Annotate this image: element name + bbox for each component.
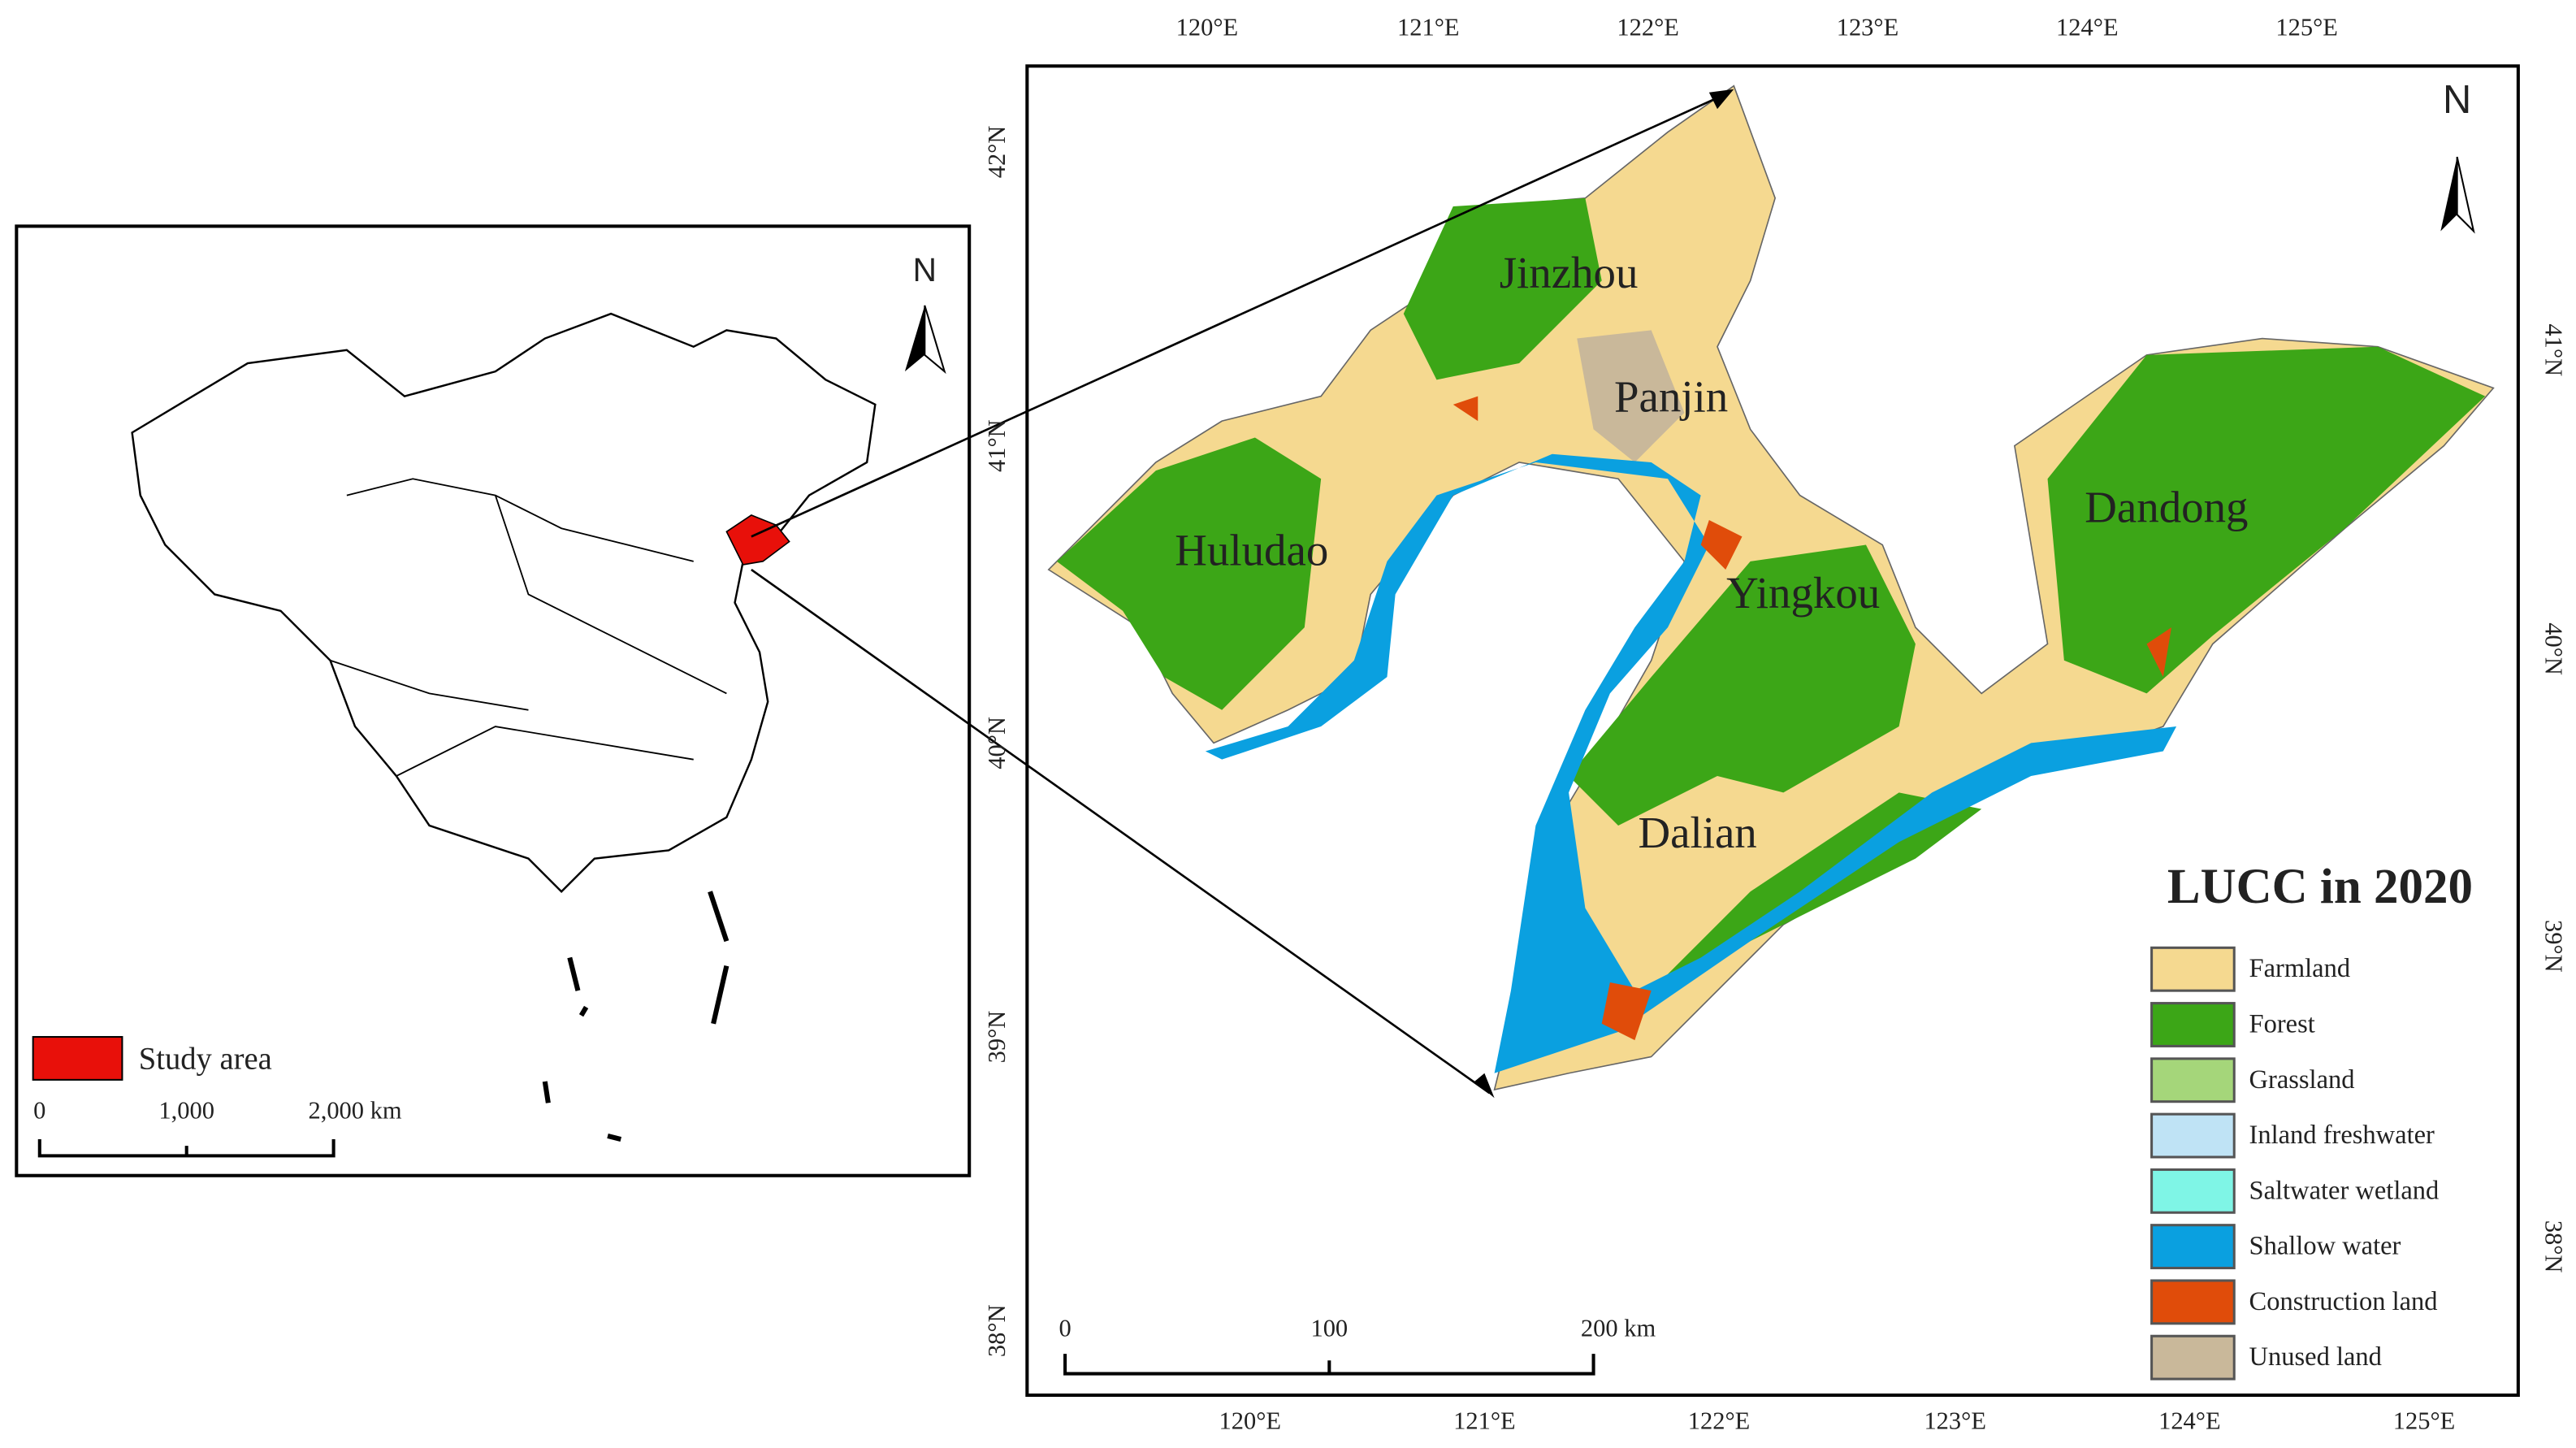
legend-label: Shallow water [2249,1232,2401,1261]
study-area-swatch [32,1036,123,1081]
longitude-label: 122°E [1617,14,1679,41]
city-label: Yingkou [1726,568,1880,618]
forest [1056,197,2486,991]
legend-label: Construction land [2249,1287,2438,1316]
scale-label: 200 km [1581,1315,1656,1342]
longitude-label: 125°E [2275,14,2338,41]
legend-swatch [2150,946,2236,992]
latitude-label: 39°N [983,1011,1011,1064]
longitude-label: 122°E [1688,1407,1751,1435]
main-scale-bar [1063,1354,1595,1376]
province-borders [330,478,727,777]
scale-label: 100 [1310,1315,1348,1342]
main-frame [1025,64,2520,1398]
city-label: Jinzhou [1500,248,1639,297]
legend-label: Unused land [2249,1342,2382,1372]
longitude-label: 125°E [2393,1407,2456,1435]
latitude-label: 42°N [983,126,1011,179]
latitude-label: 38°N [2540,1220,2568,1273]
city-label: Dalian [1638,808,1756,857]
longitude-label: 121°E [1397,14,1460,41]
legend-swatch [2150,1112,2236,1159]
city-label: Panjin [1614,371,1728,421]
unused-land [1577,330,1685,462]
legend-swatch [2150,1224,2236,1270]
legend-swatch [2150,1057,2236,1103]
longitude-label: 120°E [1219,1407,1281,1435]
scale-label: 1,000 [158,1097,214,1125]
legend-label: Inland freshwater [2249,1121,2435,1150]
china-outline [131,312,877,893]
inset-scale-bar [37,1139,336,1158]
legend-label: Grassland [2249,1065,2355,1095]
north-label: N [2443,78,2471,122]
longitude-label: 124°E [2056,14,2119,41]
main-north-arrow [2440,157,2457,232]
legend-swatch [2150,1279,2236,1325]
scale-label: 0 [1059,1315,1071,1342]
islands [542,891,730,1142]
legend-swatch [2150,1168,2236,1214]
legend-label: Forest [2249,1010,2315,1039]
inset-north-arrow [904,305,925,372]
main-north-arrow-half [2456,156,2475,234]
scale-label: 2,000 km [308,1097,401,1125]
latitude-label: 40°N [2540,622,2568,675]
legend-swatch [2150,1002,2236,1047]
scale-label: 0 [33,1097,45,1125]
latitude-label: 41°N [983,419,1011,472]
north-label: N [913,251,937,288]
city-label: Huludao [1175,525,1328,574]
longitude-label: 123°E [1837,14,1899,41]
zoom-arrow [751,93,1726,538]
legend-swatch [2150,1334,2236,1381]
legend-label: Farmland [2249,954,2351,983]
longitude-label: 121°E [1453,1407,1516,1435]
inset-frame [15,224,972,1177]
longitude-label: 124°E [2158,1407,2221,1435]
longitude-label: 120°E [1176,14,1239,41]
latitude-label: 40°N [983,717,1011,770]
legend-label: Saltwater wetland [2249,1176,2440,1205]
legend-title: LUCC in 2020 [2167,860,2473,914]
zoom-arrow [751,568,1491,1095]
latitude-label: 38°N [983,1304,1011,1357]
longitude-label: 123°E [1924,1407,1986,1435]
latitude-label: 41°N [2540,323,2568,376]
latitude-label: 39°N [2540,920,2568,973]
city-label: Dandong [2085,482,2248,531]
legend-label: Study area [139,1042,272,1076]
inset-north-arrow-half [924,305,946,375]
shallow-water [1205,453,2177,1073]
